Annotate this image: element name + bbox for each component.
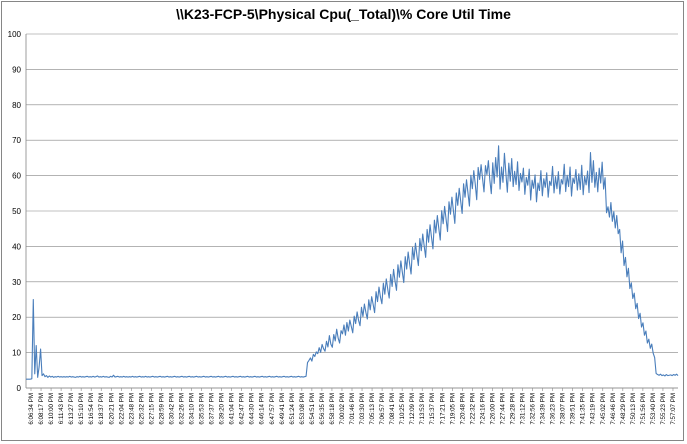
x-tick-label: 6:27:15 PM (148, 393, 155, 425)
x-tick-label: 7:01:46 PM (349, 393, 356, 425)
x-tick-label: 7:13:53 PM (419, 393, 426, 425)
x-axis-tick-labels: 6:06:34 PM 6:08:17 PM 6:10:00 PM 6:11:43 PM… (28, 393, 677, 425)
x-tick-label: 7:34:39 PM (540, 393, 547, 425)
chart-title: \\K23-FCP-5\Physical Cpu(_Total)\% Core … (176, 6, 511, 22)
y-axis-tick-labels: 0 10 20 30 40 50 60 70 80 90 100 (8, 30, 22, 393)
x-tick-label: 6:35:53 PM (199, 393, 206, 425)
x-tick-label: 7:26:00 PM (489, 393, 496, 425)
x-tick-label: 6:11:43 PM (58, 393, 65, 424)
x-tick-label: 6:49:41 PM (279, 393, 286, 425)
x-tick-label: 6:32:26 PM (178, 393, 185, 425)
x-tick-label: 7:10:25 PM (399, 393, 406, 425)
x-tick-label: 7:17:21 PM (439, 393, 446, 425)
y-tick-label: 90 (12, 65, 21, 74)
gridlines (26, 33, 678, 389)
x-tick-label: 6:08:17 PM (38, 393, 45, 425)
y-tick-label: 10 (12, 349, 21, 358)
y-tick-label: 60 (12, 172, 21, 181)
x-tick-label: 6:44:30 PM (249, 393, 256, 425)
x-tick-label: 6:53:08 PM (299, 393, 306, 425)
x-tick-label: 7:36:23 PM (550, 393, 557, 425)
x-tick-label: 6:25:32 PM (138, 393, 145, 425)
x-tick-label: 6:42:47 PM (239, 393, 246, 425)
x-tick-label: 6:46:14 PM (259, 393, 266, 425)
x-tick-label: 7:03:30 PM (359, 393, 366, 425)
x-tick-label: 6:54:51 PM (309, 393, 316, 425)
y-tick-label: 80 (12, 101, 21, 110)
x-tick-label: 7:55:23 PM (660, 393, 667, 425)
x-tick-label: 7:46:46 PM (610, 393, 617, 425)
x-tick-label: 7:38:07 PM (560, 393, 567, 425)
series-line (26, 145, 679, 380)
x-tick-label: 7:06:57 PM (379, 393, 386, 425)
x-tick-label: 7:12:09 PM (409, 393, 416, 425)
x-tick-label: 7:31:12 PM (520, 393, 527, 425)
x-tick-label: 7:05:13 PM (369, 393, 376, 425)
x-tick-label: 7:53:40 PM (650, 393, 657, 425)
y-tick-label: 0 (17, 384, 22, 393)
x-tick-label: 6:16:54 PM (88, 393, 95, 425)
x-tick-label: 7:39:51 PM (570, 393, 577, 425)
x-tick-label: 6:34:10 PM (189, 393, 196, 425)
x-tick-label: 6:51:24 PM (289, 393, 296, 425)
x-tick-label: 6:18:37 PM (98, 393, 105, 425)
y-tick-label: 70 (12, 136, 21, 145)
x-tick-label: 7:50:13 PM (630, 393, 637, 425)
x-tick-label: 6:39:20 PM (219, 393, 226, 425)
x-tick-label: 6:10:00 PM (48, 393, 55, 425)
y-tick-label: 40 (12, 242, 21, 251)
series-group (26, 145, 679, 380)
y-tick-label: 20 (12, 313, 21, 322)
axes (25, 34, 678, 391)
x-tick-label: 6:47:57 PM (269, 393, 276, 425)
x-tick-label: 7:20:48 PM (459, 393, 466, 425)
x-tick-label: 7:48:29 PM (620, 393, 627, 425)
x-tick-label: 6:41:04 PM (229, 393, 236, 425)
x-tick-label: 7:45:02 PM (600, 393, 607, 425)
x-tick-label: 7:43:19 PM (590, 393, 597, 425)
y-tick-label: 50 (12, 207, 21, 216)
x-tick-label: 7:15:37 PM (429, 393, 436, 425)
x-tick-label: 6:13:27 PM (68, 393, 75, 425)
x-tick-label: 7:22:32 PM (469, 393, 476, 425)
y-tick-label: 30 (12, 278, 21, 287)
x-tick-label: 7:19:05 PM (449, 393, 456, 425)
x-tick-label: 7:51:56 PM (640, 393, 647, 425)
x-tick-label: 7:24:16 PM (479, 393, 486, 425)
x-tick-label: 6:22:04 PM (118, 393, 125, 425)
x-tick-label: 6:23:48 PM (128, 393, 135, 425)
x-tick-label: 6:30:42 PM (168, 393, 175, 425)
x-tick-label: 7:41:35 PM (580, 393, 587, 425)
x-tick-label: 6:58:18 PM (329, 393, 336, 425)
x-tick-label: 7:57:07 PM (670, 393, 677, 425)
x-tick-label: 6:37:37 PM (209, 393, 216, 425)
x-tick-label: 6:56:35 PM (319, 393, 326, 425)
x-tick-label: 7:32:56 PM (530, 393, 537, 425)
x-tick-label: 7:00:02 PM (339, 393, 346, 425)
x-tick-label: 6:15:10 PM (78, 393, 85, 425)
x-tick-label: 6:20:21 PM (108, 393, 115, 425)
x-tick-label: 7:29:28 PM (509, 393, 516, 425)
x-tick-label: 7:08:41 PM (389, 393, 396, 425)
y-tick-label: 100 (8, 30, 22, 39)
x-tick-label: 6:06:34 PM (28, 393, 35, 425)
x-tick-label: 6:28:59 PM (158, 393, 165, 425)
x-tick-label: 7:27:44 PM (499, 393, 506, 425)
